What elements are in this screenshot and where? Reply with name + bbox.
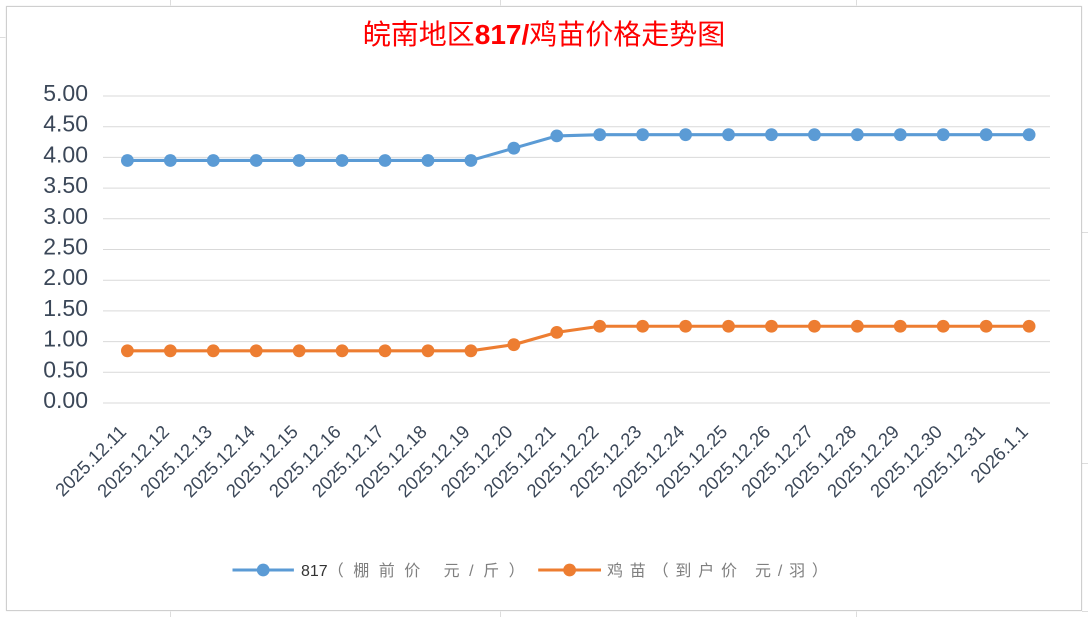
svg-text:817（棚前价 元/斤）: 817（棚前价 元/斤） (301, 562, 534, 580)
svg-text:1.50: 1.50 (43, 295, 88, 321)
svg-text:3.50: 3.50 (43, 172, 88, 198)
svg-text:1.00: 1.00 (43, 326, 88, 352)
svg-text:鸡苗（到户价 元/羽）: 鸡苗（到户价 元/羽） (607, 562, 835, 580)
svg-text:4.50: 4.50 (43, 111, 88, 137)
svg-text:皖南地区817/鸡苗价格走势图: 皖南地区817/鸡苗价格走势图 (363, 19, 726, 51)
svg-text:0.00: 0.00 (43, 387, 88, 413)
svg-text:5.00: 5.00 (43, 80, 88, 106)
svg-text:4.00: 4.00 (43, 141, 88, 167)
svg-text:2.00: 2.00 (43, 264, 88, 290)
svg-text:3.00: 3.00 (43, 203, 88, 229)
svg-text:2.50: 2.50 (43, 234, 88, 260)
svg-text:0.50: 0.50 (43, 356, 88, 382)
